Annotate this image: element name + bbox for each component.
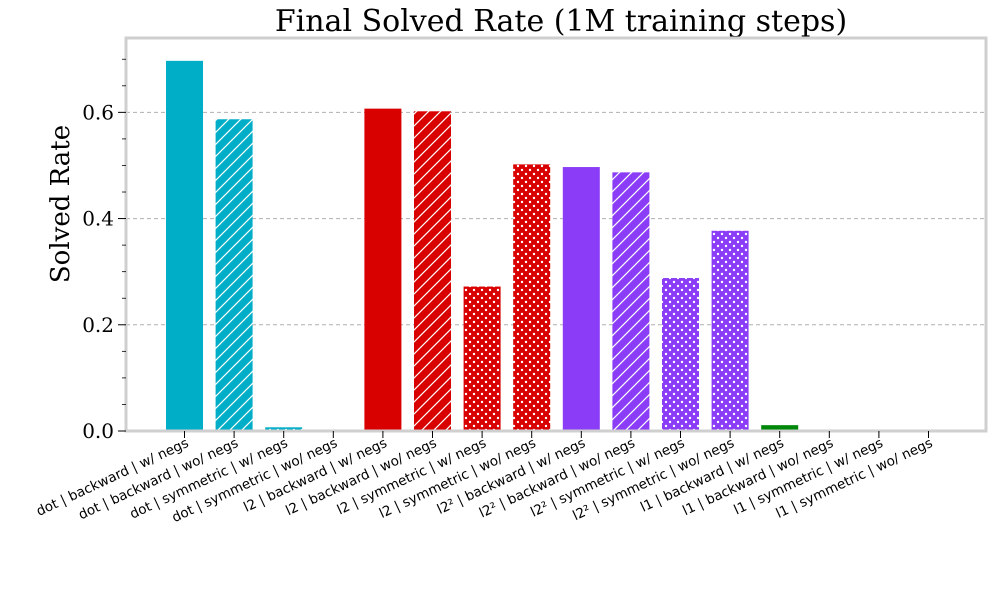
- bar: [215, 119, 253, 431]
- y-axis-label: Solved Rate: [46, 125, 76, 283]
- grid-lines: [126, 111, 986, 326]
- y-tick-label: 0.4: [82, 207, 114, 231]
- bar: [612, 172, 650, 431]
- bar: [265, 427, 303, 431]
- bar: [166, 60, 203, 431]
- bar: [761, 425, 799, 431]
- bar: [711, 230, 749, 431]
- chart-title: Final Solved Rate (1M training steps): [275, 4, 847, 39]
- bars: [166, 60, 848, 432]
- bar: [513, 164, 551, 432]
- y-tick-label: 0.6: [82, 100, 114, 124]
- bar: [414, 111, 451, 432]
- y-tick-label: 0.2: [82, 313, 114, 337]
- plot-frame: [124, 36, 988, 433]
- bar: [463, 286, 501, 431]
- bar: [562, 167, 600, 431]
- y-ticks: 0.0 0.2 0.4 0.6: [82, 58, 126, 443]
- y-tick-label: 0.0: [82, 419, 114, 443]
- bar: [364, 108, 402, 431]
- bar: [662, 278, 699, 431]
